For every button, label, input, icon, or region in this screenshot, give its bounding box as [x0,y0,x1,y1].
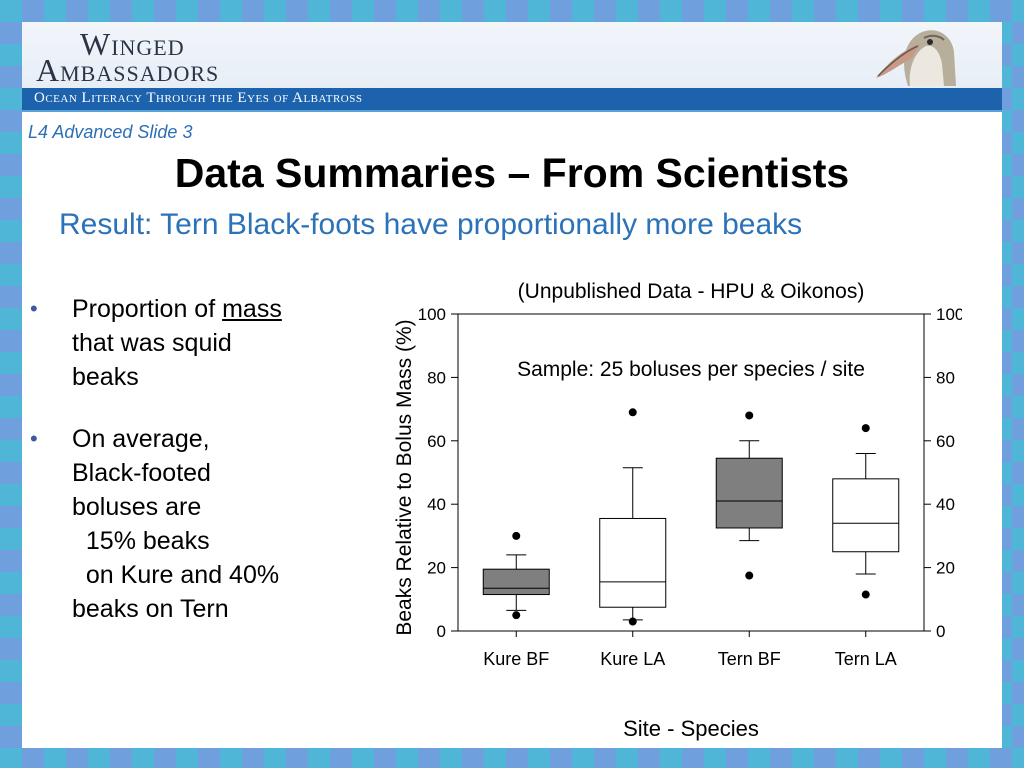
box [715,457,783,529]
outlier-point [861,590,870,599]
bullet-line: that was squid [72,329,232,357]
bullet-line: on Kure and 40% [72,561,280,589]
bullet-line: On average, [72,425,210,453]
chart-title: (Unpublished Data - HPU & Oikonos) [518,280,865,303]
y-tick-label-left: 60 [427,432,446,451]
bullet-item: • On average, Black-footed boluses are 1… [22,422,342,626]
box [482,568,550,596]
albatross-icon [876,30,956,87]
x-tick-label: Kure LA [600,649,665,669]
y-tick-label-right: 40 [936,495,955,514]
chart-annotation: Sample: 25 boluses per species / site [517,358,865,381]
slide-label: L4 Advanced Slide 3 [28,122,193,142]
outlier-point [628,617,637,626]
bullet-item: • Proportion of mass that was squid beak… [22,292,342,394]
subtitle: Result: Tern Black-foots have proportion… [59,208,803,241]
y-tick-label-left: 0 [437,622,446,641]
bullet-text: Proportion of [72,295,223,323]
x-tick-label: Kure BF [483,649,549,669]
boxplot-chart: 0 0 20 20 40 40 60 60 80 80 100 100 Kure BF Kure LA Te… [393,280,962,741]
bullet-underlined-text: mass [222,295,282,323]
y-tick-label-right: 60 [936,432,955,451]
outlier-point [745,411,754,420]
y-tick-label-right: 80 [936,368,955,387]
bullet-line: boluses are [72,493,202,521]
bullet-list: • Proportion of mass that was squid beak… [22,292,342,626]
y-tick-label-left: 40 [427,495,446,514]
bullet-line: Proportion of mass [72,292,342,326]
outlier-point [745,571,754,580]
outlier-point [512,531,521,540]
y-axis-label: Beaks Relative to Bolus Mass (%) [393,319,416,635]
plot-frame [457,313,925,632]
y-tick-label-left: 100 [418,305,446,324]
y-tick-label-left: 20 [427,559,446,578]
bullet-line: 15% beaks [72,527,210,555]
box [832,478,900,553]
x-tick-label: Tern BF [718,649,781,669]
bullet-icon: • [30,426,38,451]
tagline-bar: Ocean Literacy Through the Eyes of Albat… [22,88,1002,112]
tagline: Ocean Literacy Through the Eyes of Albat… [34,90,363,106]
box [599,517,667,608]
logo-line1: Winged [80,26,185,62]
bullet-line: beaks [72,363,139,391]
header-banner: Winged Ambassadors Ocean Literacy Throug… [22,22,1002,112]
slide: Winged Ambassadors Ocean Literacy Throug… [22,22,1002,748]
bullet-line: beaks on Tern [72,595,229,623]
outlier-point [628,408,637,417]
page-title: Data Summaries – From Scientists [174,150,850,196]
x-axis-label: Site - Species [623,716,759,741]
bullet-icon: • [30,296,38,321]
logo-line2: Ambassadors [36,52,220,88]
x-tick-label: Tern LA [835,649,897,669]
y-tick-label-right: 20 [936,559,955,578]
outlier-point [512,611,521,620]
y-tick-label-right: 100 [936,305,962,324]
y-tick-label-right: 0 [936,622,945,641]
outlier-point [861,424,870,433]
y-tick-label-left: 80 [427,368,446,387]
bullet-line: Black-footed [72,459,211,487]
